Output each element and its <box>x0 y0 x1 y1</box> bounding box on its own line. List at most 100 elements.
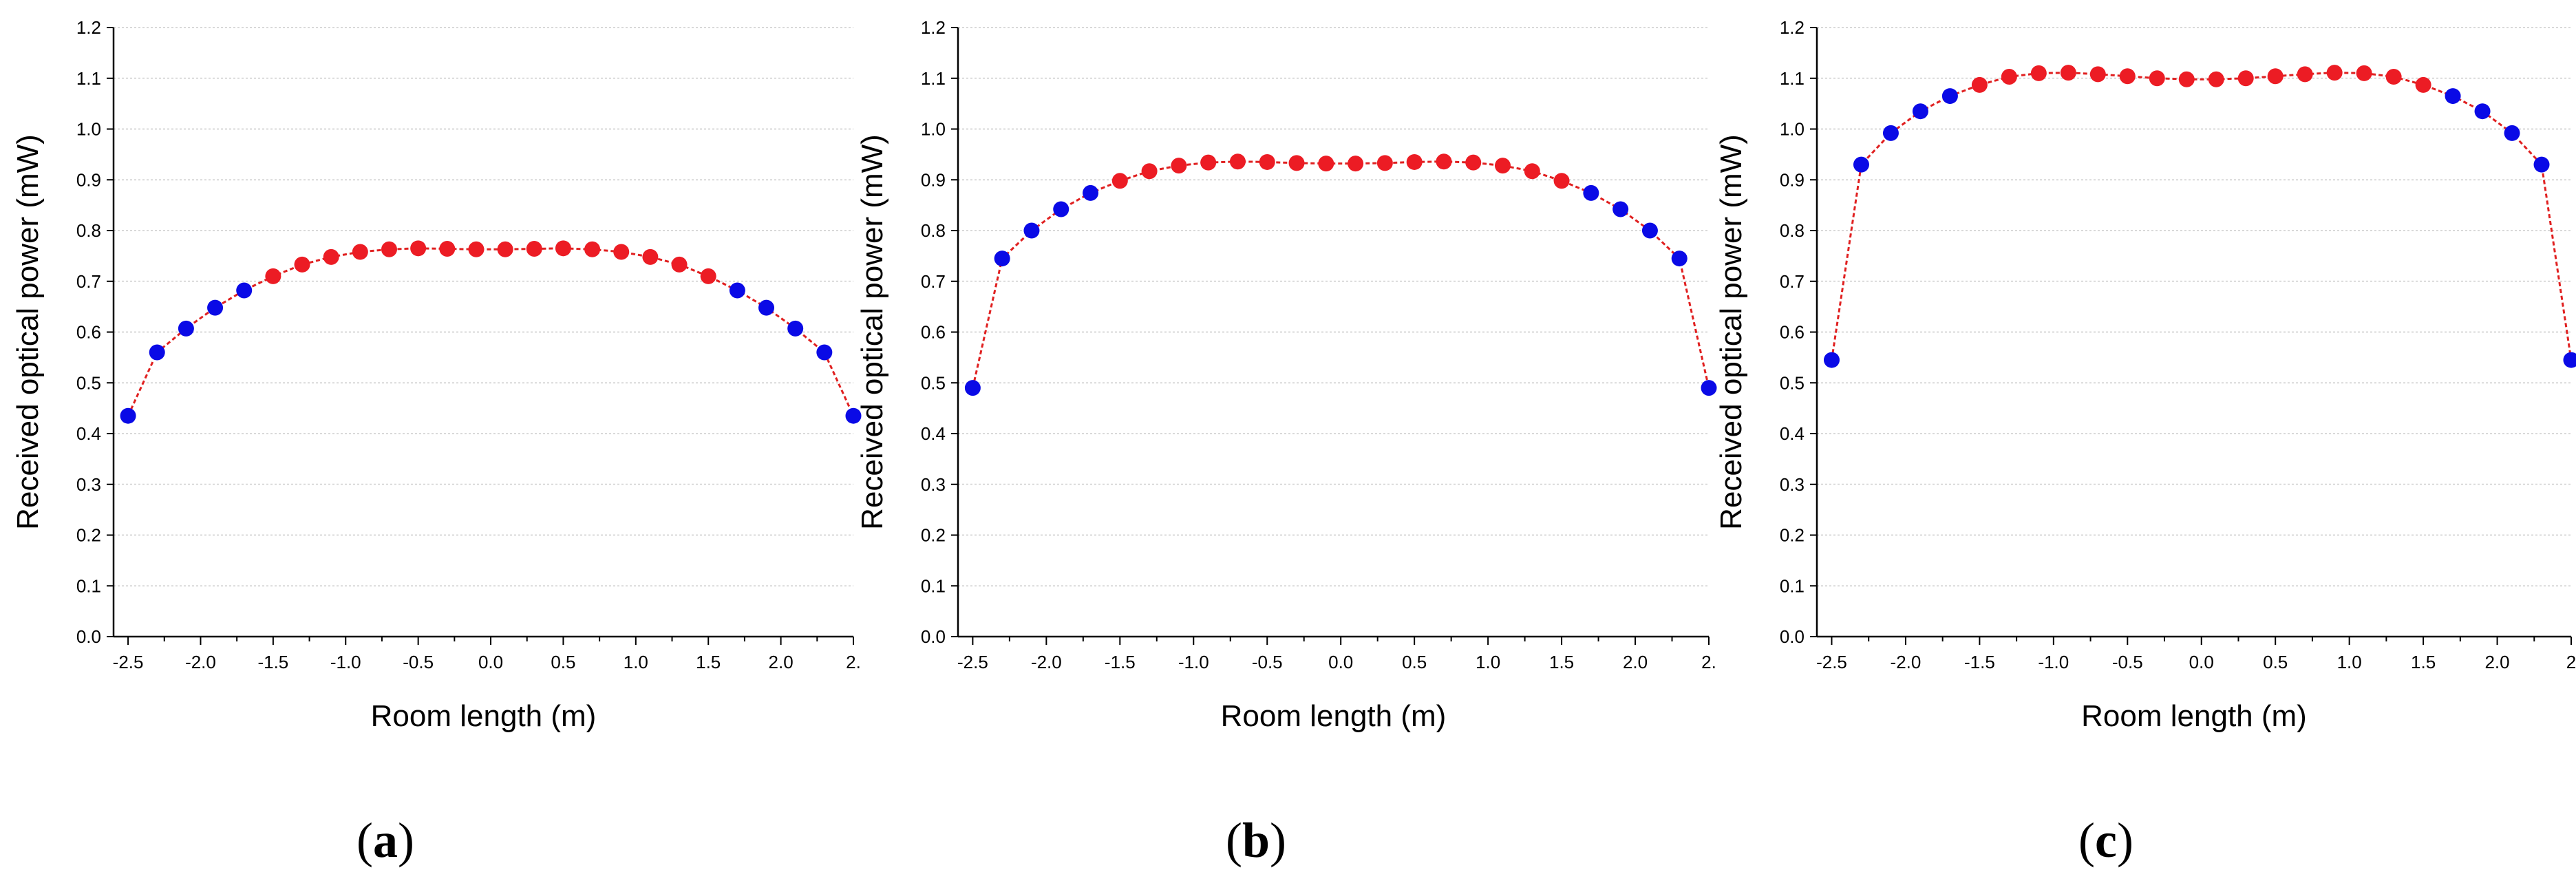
chart-panel-c: 0.0 0.1 0.2 0.3 0.4 0.5 0.6 0.7 0.8 0.9 1.0 1.1 1.2 -… <box>1714 17 2576 868</box>
caption-paren: ( <box>1226 813 1242 868</box>
x-tick-label: -2.0 <box>1031 652 1062 672</box>
y-tick-label: 1.2 <box>76 17 101 38</box>
x-tick-label: 0.0 <box>1328 652 1353 672</box>
data-point-edge <box>2563 352 2576 368</box>
series-line <box>1831 72 2573 361</box>
data-point-edge <box>1941 88 1958 105</box>
x-tick-label: 2.0 <box>769 652 794 672</box>
data-point-center <box>1436 153 1452 170</box>
data-point-center <box>1376 155 1393 171</box>
y-tick-label: 0.3 <box>1780 474 1805 495</box>
y-tick-label: 0.1 <box>921 575 946 596</box>
x-tick-label: -2.5 <box>1816 652 1847 672</box>
x-tick-label: -0.5 <box>403 652 434 672</box>
y-tick-label: 0.2 <box>1780 525 1805 546</box>
data-point-center <box>2208 71 2224 87</box>
data-point-edge <box>1701 380 1717 396</box>
x-tick-label: -2.0 <box>185 652 216 672</box>
data-point-center <box>1318 156 1334 172</box>
y-tick-label: 0.0 <box>76 626 101 647</box>
data-point-edge <box>816 344 833 361</box>
data-point-center <box>2385 69 2402 85</box>
panel-caption: (c) <box>2078 813 2133 868</box>
data-point-edge <box>2474 103 2491 120</box>
data-point-edge <box>120 407 136 424</box>
data-point-edge <box>845 407 862 424</box>
x-tick-label: 0.0 <box>2189 652 2214 672</box>
y-tick-label: 0.9 <box>1780 169 1805 190</box>
data-point-center <box>381 241 397 257</box>
data-point-center <box>613 244 630 260</box>
x-tick-label: 1.5 <box>1549 652 1574 672</box>
data-point-edge <box>1612 201 1629 217</box>
y-tick-label: 0.0 <box>1780 626 1805 647</box>
data-point-center <box>2415 76 2431 93</box>
caption-letter: a <box>373 813 398 868</box>
x-axis-title: Room length (m) <box>371 699 597 733</box>
data-point-center <box>352 244 368 260</box>
data-point-center <box>2356 65 2372 81</box>
data-point-center <box>1171 158 1187 174</box>
y-tick-label: 1.2 <box>1780 17 1805 38</box>
data-point-edge <box>1853 156 1869 173</box>
data-point-edge <box>1083 184 1099 201</box>
data-point-center <box>1348 156 1364 172</box>
data-point-center <box>1288 155 1305 171</box>
x-tick-label: 2 <box>2566 652 2576 672</box>
data-point-edge <box>1671 251 1688 267</box>
x-tick-label: 0.5 <box>1402 652 1427 672</box>
data-point-center <box>294 256 310 273</box>
chart-panel-b: 0.0 0.1 0.2 0.3 0.4 0.5 0.6 0.7 0.8 0.9 1.0 1.1 1.2 -… <box>855 17 1717 868</box>
data-point-edge <box>178 320 194 337</box>
x-tick-label: -1.5 <box>257 652 288 672</box>
x-tick-label: -1.0 <box>2038 652 2069 672</box>
data-point-center <box>671 256 688 273</box>
x-tick-label: -1.0 <box>1178 652 1209 672</box>
data-point-edge <box>2504 125 2520 141</box>
data-point-edge <box>758 299 775 316</box>
y-tick-label: 0.6 <box>1780 322 1805 343</box>
y-tick-label: 0.5 <box>1780 372 1805 393</box>
x-tick-label: 1.0 <box>2337 652 2362 672</box>
data-point-center <box>526 241 542 257</box>
data-point-edge <box>787 320 804 337</box>
data-point-center <box>1971 76 1988 93</box>
y-tick-label: 1.1 <box>1780 68 1805 89</box>
y-tick-label: 1.1 <box>76 68 101 89</box>
y-tick-label: 0.1 <box>1780 575 1805 596</box>
data-point-center <box>2267 68 2284 85</box>
y-tick-label: 0.8 <box>1780 220 1805 241</box>
data-point-center <box>1200 154 1217 171</box>
caption-letter: c <box>2095 813 2117 868</box>
data-point-center <box>1495 158 1511 174</box>
data-point-edge <box>149 344 165 361</box>
data-point-center <box>2326 65 2343 81</box>
y-tick-label: 0.3 <box>76 474 101 495</box>
data-point-center <box>468 241 485 257</box>
y-tick-label: 0.0 <box>921 626 946 647</box>
x-tick-label: -2.5 <box>113 652 144 672</box>
data-point-center <box>2149 70 2165 87</box>
data-point-center <box>265 268 281 284</box>
panel-caption: (b) <box>1226 813 1286 868</box>
y-tick-label: 0.9 <box>921 169 946 190</box>
data-point-center <box>2178 71 2195 87</box>
caption-letter: b <box>1242 813 1270 868</box>
data-point-center <box>642 248 659 265</box>
x-tick-label: -1.5 <box>1105 652 1136 672</box>
data-point-center <box>2297 66 2313 83</box>
data-point-center <box>410 240 427 257</box>
y-tick-label: 0.8 <box>76 220 101 241</box>
x-tick-label: 1.5 <box>696 652 721 672</box>
y-tick-label: 0.1 <box>76 575 101 596</box>
y-tick-label: 0.4 <box>1780 423 1805 444</box>
data-point-center <box>497 241 513 257</box>
y-tick-label: 0.2 <box>921 525 946 546</box>
y-axis-title: Received optical power (mW) <box>1714 134 1748 530</box>
data-point-edge <box>1583 184 1599 201</box>
data-point-center <box>1259 153 1275 170</box>
data-point-center <box>2030 65 2047 81</box>
y-tick-label: 0.5 <box>921 372 946 393</box>
data-point-center <box>1524 163 1540 180</box>
x-tick-label: 2. <box>1701 652 1716 672</box>
